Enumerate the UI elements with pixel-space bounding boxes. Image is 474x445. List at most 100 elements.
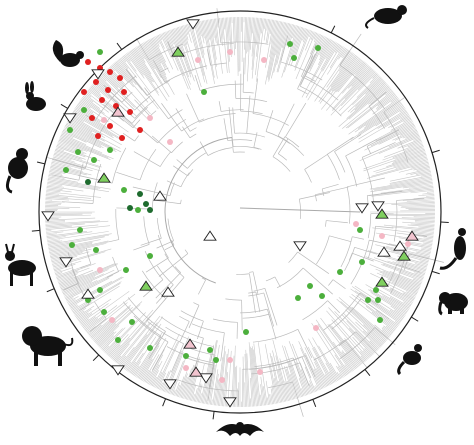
internal-arc bbox=[339, 64, 385, 110]
tip-branch bbox=[336, 298, 386, 343]
internal-link bbox=[362, 142, 396, 158]
tip-branch bbox=[204, 20, 211, 48]
tip-branch bbox=[264, 344, 277, 404]
tip-branch bbox=[153, 37, 166, 63]
tip-branch bbox=[45, 220, 109, 226]
tip-dot bbox=[63, 167, 69, 173]
tip-branch bbox=[402, 198, 435, 201]
tip-branch bbox=[211, 399, 213, 405]
tip-branch bbox=[47, 179, 101, 189]
tip-branch bbox=[85, 316, 105, 332]
tip-dot bbox=[315, 45, 321, 51]
tip-branch bbox=[264, 18, 267, 29]
tip-branch bbox=[61, 133, 87, 146]
tip-branch bbox=[173, 389, 176, 396]
tip-branch bbox=[382, 273, 419, 291]
tip-branch bbox=[302, 29, 309, 43]
tip-branch bbox=[81, 291, 130, 326]
tip-branch bbox=[113, 318, 150, 361]
tip-branch bbox=[362, 350, 370, 359]
internal-link bbox=[146, 298, 167, 322]
tip-branch bbox=[271, 22, 285, 79]
tip-branch bbox=[368, 86, 390, 105]
internal-arc bbox=[141, 270, 167, 299]
internal-arc bbox=[187, 169, 194, 177]
tip-branch bbox=[407, 141, 422, 148]
tip-dot bbox=[89, 115, 95, 121]
tip-branch bbox=[349, 296, 395, 332]
internal-link bbox=[285, 102, 307, 138]
tip-branch bbox=[248, 342, 254, 407]
internal-link bbox=[231, 136, 234, 153]
tip-branch bbox=[256, 17, 260, 45]
tip-branch bbox=[255, 18, 263, 76]
tip-dot bbox=[105, 87, 111, 93]
ring-tick bbox=[312, 399, 317, 407]
tip-branch bbox=[375, 232, 433, 243]
tip-branch bbox=[156, 340, 180, 389]
internal-link bbox=[144, 87, 169, 120]
tip-triangle bbox=[41, 211, 55, 222]
tip-branch bbox=[109, 344, 121, 358]
internal-arc bbox=[180, 310, 204, 322]
tip-dot bbox=[227, 357, 233, 363]
internal-link bbox=[153, 60, 161, 73]
tip-branch bbox=[399, 108, 406, 113]
internal-arc bbox=[403, 253, 410, 271]
internal-link bbox=[301, 356, 312, 379]
tip-branch bbox=[170, 360, 184, 395]
internal-link bbox=[326, 220, 348, 224]
tip-branch bbox=[148, 364, 160, 385]
internal-link bbox=[374, 327, 396, 346]
tip-dot bbox=[93, 247, 99, 253]
tip-branch bbox=[390, 305, 406, 316]
tip-branch bbox=[398, 164, 430, 173]
tip-branch bbox=[352, 77, 382, 106]
lion-silhouette bbox=[22, 326, 74, 366]
kangaroo-silhouette bbox=[439, 228, 466, 270]
tip-branch bbox=[144, 371, 152, 383]
tip-branch bbox=[427, 191, 434, 193]
tip-branch bbox=[284, 345, 302, 398]
internal-arc bbox=[84, 113, 113, 169]
tip-triangle bbox=[371, 201, 385, 212]
tip-branch bbox=[86, 293, 136, 333]
internal-arc bbox=[252, 328, 299, 343]
internal-arc bbox=[235, 98, 268, 102]
tip-branch bbox=[383, 224, 435, 230]
internal-link bbox=[322, 183, 339, 190]
tip-branch bbox=[382, 145, 424, 161]
tip-branch bbox=[215, 379, 220, 406]
tip-dot bbox=[183, 353, 189, 359]
tip-branch bbox=[56, 146, 86, 158]
tip-dot bbox=[359, 259, 365, 265]
tip-branch bbox=[332, 67, 372, 112]
tip-branch bbox=[301, 388, 305, 397]
internal-arc bbox=[366, 146, 372, 154]
internal-link bbox=[396, 264, 421, 273]
internal-link bbox=[396, 198, 425, 201]
tip-triangle bbox=[203, 230, 217, 241]
tip-branch bbox=[391, 152, 426, 165]
internal-arc bbox=[220, 41, 269, 45]
tip-branch bbox=[253, 343, 261, 406]
tip-branch bbox=[200, 20, 205, 39]
tip-branch bbox=[294, 29, 310, 68]
tip-branch bbox=[370, 181, 433, 193]
tip-branch bbox=[219, 18, 223, 46]
tip-dot bbox=[123, 267, 129, 273]
tip-branch bbox=[112, 64, 129, 83]
tip-branch bbox=[338, 47, 346, 60]
tip-branch bbox=[182, 368, 192, 399]
tip-branch bbox=[365, 284, 410, 310]
tip-branch bbox=[191, 23, 208, 84]
tip-branch bbox=[284, 381, 291, 401]
tip-branch bbox=[111, 337, 130, 359]
internal-link bbox=[252, 78, 259, 114]
tip-branch bbox=[390, 172, 432, 182]
tip-triangle bbox=[161, 286, 175, 297]
tip-branch bbox=[122, 55, 152, 94]
tip-branch bbox=[187, 24, 190, 32]
tip-branch bbox=[339, 341, 360, 367]
